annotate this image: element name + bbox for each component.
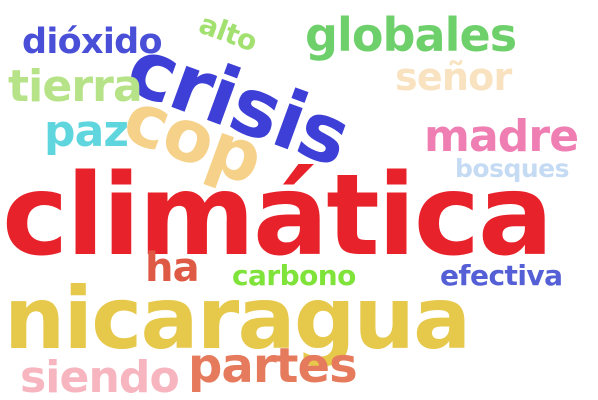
word-paz: paz xyxy=(44,106,129,157)
word-madre: madre xyxy=(424,111,579,162)
word-tierra: tierra xyxy=(8,61,143,112)
word-bosques: bosques xyxy=(455,154,569,183)
word-carbono: carbono xyxy=(232,259,356,292)
word-ha: ha xyxy=(145,245,200,291)
word-climatica: climática xyxy=(2,151,553,281)
word-globales: globales xyxy=(305,8,517,62)
word-efectiva: efectiva xyxy=(440,259,563,292)
word-partes: partes xyxy=(188,338,358,394)
word-dioxido: dióxido xyxy=(22,22,163,62)
word-nicaragua: nicaragua xyxy=(4,269,471,369)
word-senor: señor xyxy=(395,55,512,99)
word-siendo: siendo xyxy=(20,352,180,400)
